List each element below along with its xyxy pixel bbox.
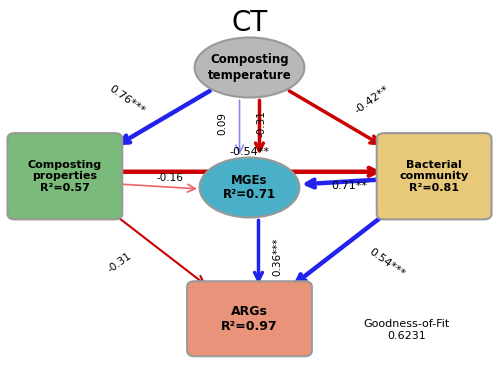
Text: -0.16: -0.16 xyxy=(156,173,183,183)
Text: 0.76***: 0.76*** xyxy=(107,83,147,116)
FancyBboxPatch shape xyxy=(377,133,492,219)
Text: 0.36***: 0.36*** xyxy=(272,238,282,276)
Text: 0.54***: 0.54*** xyxy=(367,246,407,279)
Text: -0.31: -0.31 xyxy=(106,251,134,274)
Text: ARGs
R²=0.97: ARGs R²=0.97 xyxy=(221,305,278,333)
FancyArrowPatch shape xyxy=(255,100,263,151)
FancyArrowPatch shape xyxy=(118,184,195,192)
Text: CT: CT xyxy=(232,9,267,38)
FancyArrowPatch shape xyxy=(307,180,381,188)
Text: Composting
properties
R²=0.57: Composting properties R²=0.57 xyxy=(28,160,102,193)
FancyArrowPatch shape xyxy=(236,100,244,153)
Text: 0.09: 0.09 xyxy=(217,112,227,135)
FancyArrowPatch shape xyxy=(116,216,204,284)
FancyArrowPatch shape xyxy=(297,216,383,282)
Text: -0.42**: -0.42** xyxy=(353,84,391,115)
FancyArrowPatch shape xyxy=(289,91,379,144)
Text: -0.31: -0.31 xyxy=(257,110,267,137)
Ellipse shape xyxy=(195,38,304,98)
Ellipse shape xyxy=(200,158,299,218)
Text: MGEs
R²=0.71: MGEs R²=0.71 xyxy=(223,174,276,201)
Text: Goodness-of-Fit
0.6231: Goodness-of-Fit 0.6231 xyxy=(364,319,450,341)
Text: -0.54**: -0.54** xyxy=(230,147,269,157)
Text: Bacterial
community
R²=0.81: Bacterial community R²=0.81 xyxy=(400,160,469,193)
FancyBboxPatch shape xyxy=(187,281,312,356)
FancyArrowPatch shape xyxy=(254,220,262,280)
FancyArrowPatch shape xyxy=(121,91,210,143)
FancyArrowPatch shape xyxy=(118,168,376,176)
FancyBboxPatch shape xyxy=(7,133,122,219)
Text: 0.71**: 0.71** xyxy=(331,181,367,190)
Text: Composting
temperature: Composting temperature xyxy=(208,54,291,81)
